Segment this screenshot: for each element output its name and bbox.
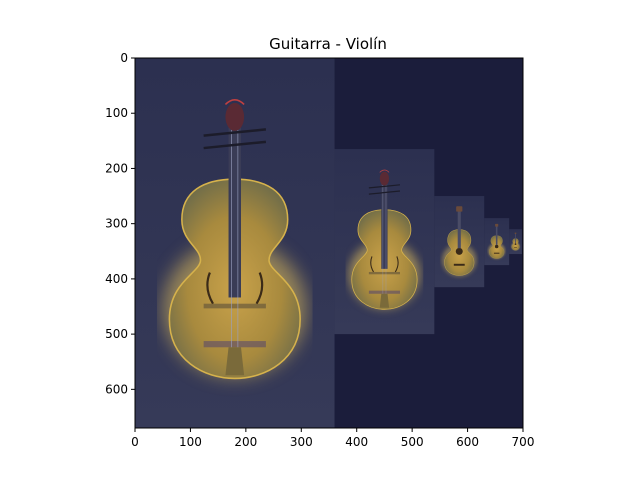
image-panel-1 bbox=[135, 58, 335, 428]
x-tick-label: 200 bbox=[234, 435, 257, 449]
x-tick-label: 100 bbox=[179, 435, 202, 449]
y-tick-label: 200 bbox=[105, 161, 128, 175]
x-tick-label: 300 bbox=[290, 435, 313, 449]
y-tick-label: 300 bbox=[105, 217, 128, 231]
x-tick-label: 700 bbox=[512, 435, 535, 449]
image-panel-4 bbox=[484, 218, 510, 266]
image-panel-2 bbox=[334, 149, 435, 335]
chart-title: Guitarra - Violín bbox=[269, 35, 387, 53]
plot-area bbox=[134, 57, 524, 429]
y-tick-label: 600 bbox=[105, 382, 128, 396]
x-tick-label: 600 bbox=[456, 435, 479, 449]
image-panel-5 bbox=[509, 229, 522, 255]
y-axis: 0 100 200 300 400 500 600 bbox=[105, 51, 135, 396]
x-axis: 0 100 200 300 400 500 600 700 bbox=[131, 428, 534, 449]
y-tick-label: 0 bbox=[120, 51, 128, 65]
y-tick-label: 500 bbox=[105, 327, 128, 341]
axes-frame bbox=[134, 57, 524, 429]
x-tick-label: 0 bbox=[131, 435, 139, 449]
y-tick-label: 100 bbox=[105, 106, 128, 120]
image-panels bbox=[135, 58, 522, 428]
x-tick-label: 400 bbox=[345, 435, 368, 449]
y-tick-label: 400 bbox=[105, 272, 128, 286]
image-panel-3 bbox=[434, 196, 485, 288]
x-tick-label: 500 bbox=[401, 435, 424, 449]
